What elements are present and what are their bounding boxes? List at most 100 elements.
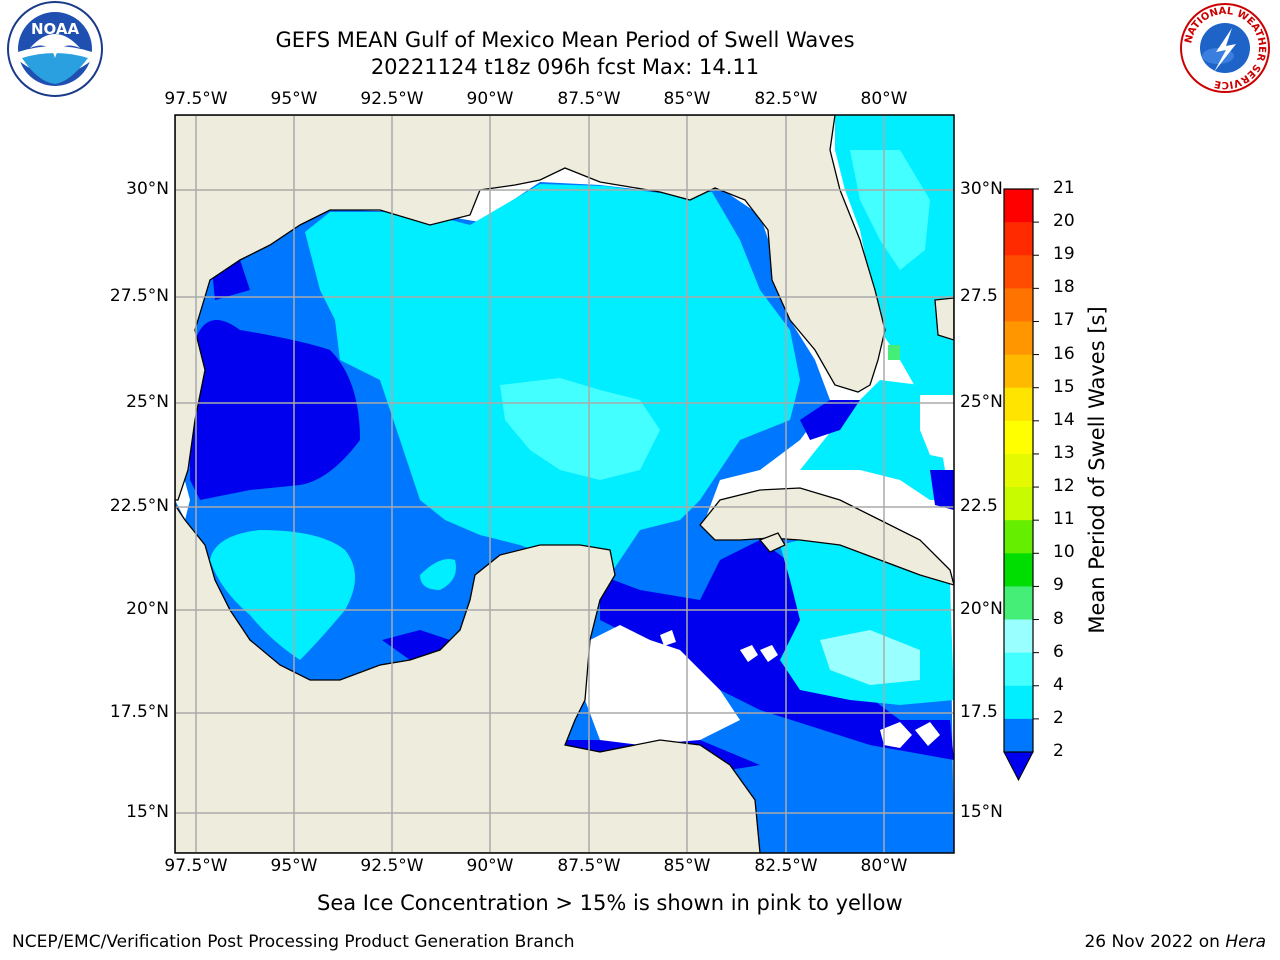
colorbar-swatch xyxy=(1004,520,1033,554)
colorbar-swatch xyxy=(1004,718,1033,753)
colorbar-tick-label: 2 xyxy=(1053,741,1064,761)
no-data-area-7 xyxy=(920,395,954,460)
footer-credit: NCEP/EMC/Verification Post Processing Pr… xyxy=(12,932,575,952)
lon-label-top: 90°W xyxy=(466,89,514,109)
lat-label-left: 15°N xyxy=(126,802,169,822)
footer-host: Hera xyxy=(1225,932,1266,952)
colorbar-tick-label: 16 xyxy=(1053,343,1075,364)
colorbar-tick-label: 4 xyxy=(1053,674,1064,695)
lon-label-top: 80°W xyxy=(860,89,908,109)
swell-field-8-9s-caribbean xyxy=(820,630,920,685)
colorbar-tick-label: 20 xyxy=(1053,211,1075,232)
colorbar-tick-label: 10 xyxy=(1053,542,1075,563)
lon-label-bottom: 90°W xyxy=(466,856,514,876)
swell-field-9-10s-atlantic xyxy=(888,345,900,360)
no-data-area-1 xyxy=(585,625,740,745)
colorbar-tick-label: 19 xyxy=(1053,244,1075,265)
lon-label-top: 87.5°W xyxy=(557,89,621,109)
colorbar-swatch xyxy=(1004,685,1033,720)
lat-label-right: 25°N xyxy=(960,392,1003,412)
colorbar-under-arrow xyxy=(1003,751,1034,782)
colorbar-swatch xyxy=(1004,222,1033,256)
colorbar-tick-label: 14 xyxy=(1053,409,1075,430)
no-data-area-3 xyxy=(760,645,778,662)
lat-label-right: 20°N xyxy=(960,599,1003,619)
colorbar-swatch xyxy=(1004,553,1033,587)
lat-label-left: 17.5°N xyxy=(109,702,169,722)
colorbar-swatch xyxy=(1004,420,1033,455)
lon-label-bottom: 80°W xyxy=(860,856,908,876)
land-bahamas-north xyxy=(934,297,954,341)
figure-title: GEFS MEAN Gulf of Mexico Mean Period of … xyxy=(275,28,855,52)
noaa-logo: NOAA xyxy=(7,1,103,97)
map-frame xyxy=(174,114,955,854)
lat-label-right: 22.5 xyxy=(960,496,998,516)
lon-label-bottom: 97.5°W xyxy=(164,856,228,876)
colorbar-swatch xyxy=(1004,321,1033,356)
land-north-america xyxy=(175,115,886,501)
lat-label-left: 20°N xyxy=(126,599,169,619)
swell-field-under-2s-bahamas xyxy=(930,470,954,510)
no-data-area-6 xyxy=(915,722,940,746)
colorbar xyxy=(1003,188,1034,782)
lat-label-right: 30°N xyxy=(960,179,1003,199)
colorbar-swatch xyxy=(1004,255,1033,289)
colorbar-tick-label: 13 xyxy=(1053,442,1075,463)
lon-label-bottom: 85°W xyxy=(663,856,711,876)
swell-field-4-6s-bahamas xyxy=(800,380,950,500)
map-content xyxy=(175,115,954,853)
colorbar-swatch xyxy=(1004,586,1033,621)
graticule xyxy=(175,115,954,853)
colorbar-swatch xyxy=(1004,387,1033,422)
colorbar-tick-label: 15 xyxy=(1053,376,1075,397)
footer-date: 26 Nov 2022 on Hera xyxy=(1084,932,1266,952)
sea-ice-caption: Sea Ice Concentration > 15% is shown in … xyxy=(317,891,903,915)
colorbar-tick-label: 12 xyxy=(1053,476,1075,497)
colorbar-tick-label: 6 xyxy=(1053,641,1064,662)
swell-field-under-2s-west xyxy=(190,320,360,500)
colorbar-tick-label: 8 xyxy=(1053,608,1064,629)
colorbar-swatch xyxy=(1004,288,1033,322)
colorbar-title: Mean Period of Swell Waves [s] xyxy=(1085,306,1109,634)
lon-label-top: 97.5°W xyxy=(164,89,228,109)
swell-field-4-6s-spot xyxy=(420,559,456,590)
lon-label-top: 82.5°W xyxy=(754,89,818,109)
swell-field-under-2s-straits xyxy=(800,400,860,440)
lat-label-right: 17.5 xyxy=(960,702,998,722)
footer-date-text: 26 Nov 2022 on xyxy=(1084,932,1226,952)
lat-label-left: 22.5°N xyxy=(109,496,169,516)
colorbar-tick-label: 18 xyxy=(1053,277,1075,298)
no-data-area-4 xyxy=(660,630,676,646)
lon-label-bottom: 95°W xyxy=(270,856,318,876)
colorbar-tick-label: 9 xyxy=(1053,575,1064,596)
colorbar-swatch xyxy=(1004,354,1033,389)
lon-label-top: 85°W xyxy=(663,89,711,109)
swell-field-4-6s-sw xyxy=(210,530,355,660)
noaa-logo-text: NOAA xyxy=(31,20,80,38)
figure-subtitle: 20221124 t18z 096h fcst Max: 14.11 xyxy=(370,55,760,79)
colorbar-swatch xyxy=(1004,652,1033,687)
lat-label-left: 25°N xyxy=(126,392,169,412)
colorbar-tick-label: 11 xyxy=(1053,509,1075,530)
colorbar-swatch xyxy=(1004,619,1033,654)
swell-field-6-8s-atlantic xyxy=(850,150,930,270)
lon-label-bottom: 87.5°W xyxy=(557,856,621,876)
lat-label-right: 15°N xyxy=(960,802,1003,822)
lat-label-left: 30°N xyxy=(126,179,169,199)
colorbar-swatch xyxy=(1004,453,1033,488)
colorbar-swatch xyxy=(1004,189,1033,223)
nws-logo: NATIONAL WEATHER SERVICE xyxy=(1180,3,1270,93)
lon-label-top: 92.5°W xyxy=(360,89,424,109)
colorbar-frame xyxy=(1003,188,1034,753)
colorbar-tick-label: 21 xyxy=(1053,178,1075,198)
colorbar-tick-label: 2 xyxy=(1053,707,1064,728)
lat-label-left: 27.5°N xyxy=(109,286,169,306)
no-data-area-2 xyxy=(740,645,758,662)
no-data-area-5 xyxy=(880,722,912,748)
swell-field-under-2s-caribbean xyxy=(600,540,954,760)
lon-label-bottom: 92.5°W xyxy=(360,856,424,876)
land-isla-juventud xyxy=(758,532,786,553)
